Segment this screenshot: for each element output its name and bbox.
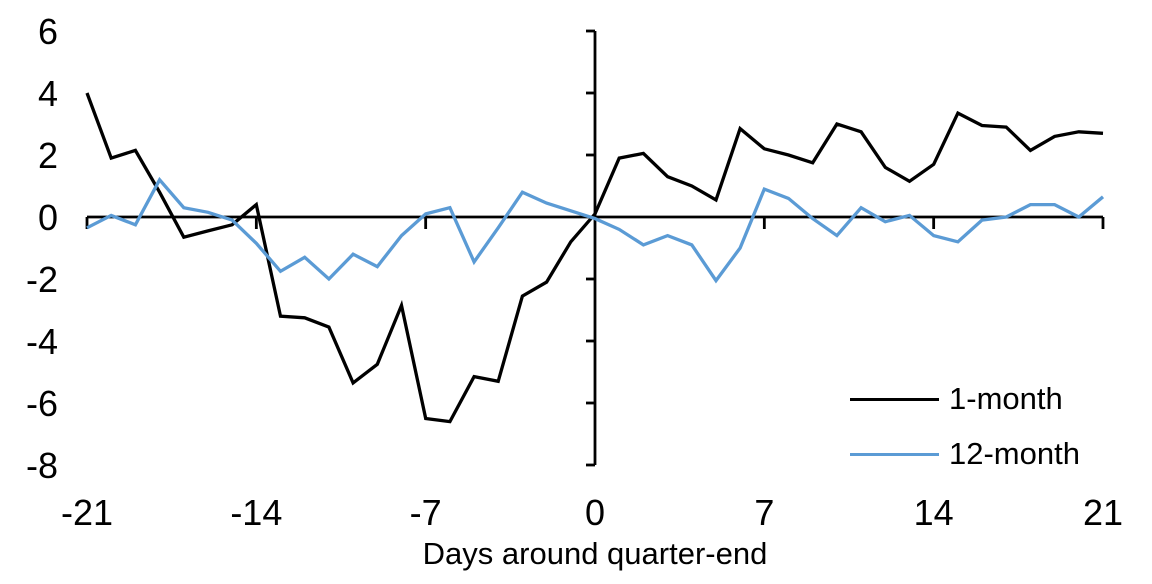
x-tick-label: -7 <box>410 492 442 533</box>
legend: 1-month 12-month <box>850 380 1080 473</box>
legend-line-sample-blue <box>850 452 939 456</box>
legend-label-12-month: 12-month <box>949 436 1080 471</box>
x-tick-label: -14 <box>230 492 282 533</box>
legend-item-1-month: 1-month <box>850 380 1080 418</box>
legend-line-sample-black <box>850 397 939 401</box>
y-tick-label: 6 <box>38 11 58 52</box>
x-tick-label: 7 <box>754 492 774 533</box>
y-tick-label: -4 <box>26 321 58 362</box>
y-tick-label: 0 <box>38 197 58 238</box>
x-tick-label: -21 <box>61 492 113 533</box>
y-tick-label: 4 <box>38 73 58 114</box>
legend-item-12-month: 12-month <box>850 435 1080 473</box>
y-tick-label: -6 <box>26 383 58 424</box>
y-tick-label: 2 <box>38 135 58 176</box>
legend-label-1-month: 1-month <box>949 381 1063 416</box>
x-tick-label: 0 <box>585 492 605 533</box>
y-tick-label: -8 <box>26 445 58 486</box>
series-lines <box>85 92 1105 424</box>
x-axis-title: Days around quarter-end <box>422 536 768 571</box>
tick-labels: -21 -14 -7 0 7 14 21 6 4 2 0 -2 -4 -6 -8 <box>26 11 1123 533</box>
y-tick-label: -2 <box>26 259 58 300</box>
series-line-1-month <box>85 92 1104 424</box>
x-tick-label: 21 <box>1083 492 1123 533</box>
series-line-12-month <box>86 176 1105 284</box>
x-tick-label: 14 <box>914 492 954 533</box>
